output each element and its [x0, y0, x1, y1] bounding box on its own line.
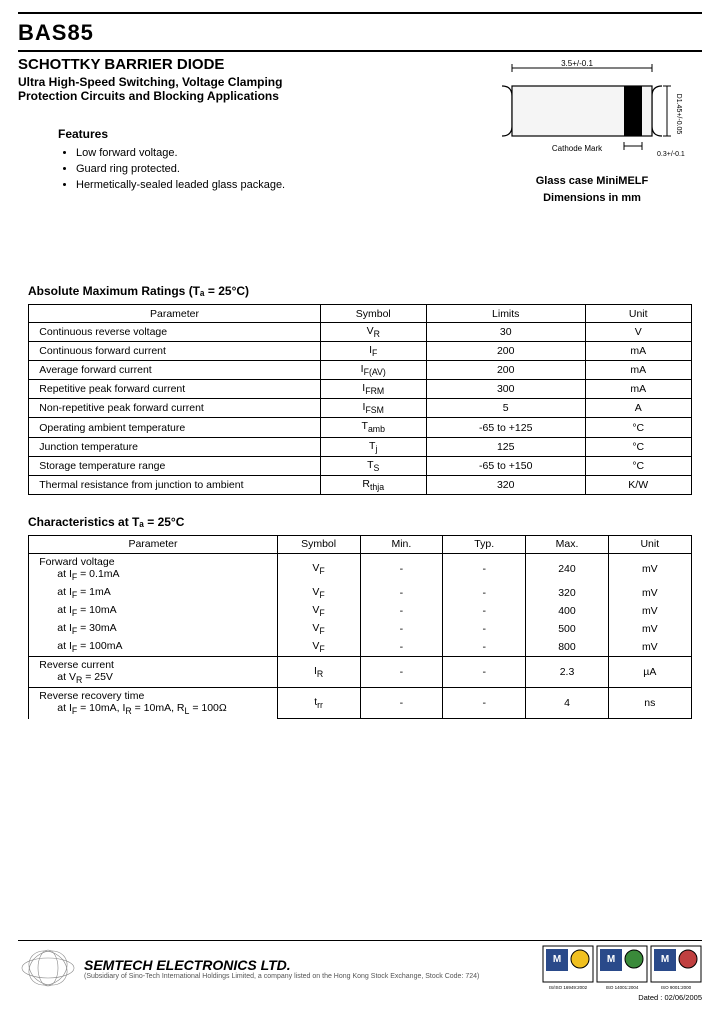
svg-text:IS/ISO 16949:2002: IS/ISO 16949:2002: [549, 985, 588, 990]
table-row: at IF = 1mAVF--320mV: [29, 584, 691, 602]
company-subsidiary: (Subsidiary of Sino-Tech International H…: [84, 973, 536, 980]
char-table: Parameter Symbol Min. Typ. Max. Unit For…: [28, 535, 691, 719]
dim-height: D1.45+/-0.05: [675, 94, 682, 135]
table-row: Thermal resistance from junction to ambi…: [29, 475, 691, 494]
abs-max-title: Absolute Maximum Ratings (Tₐ = 25°C): [28, 284, 702, 298]
table-row: Continuous forward currentIF200mA: [29, 342, 691, 361]
dim-width: 3.5+/-0.1: [561, 59, 593, 68]
company-logo-icon: [18, 948, 78, 988]
abs-max-table: Parameter Symbol Limits Unit Continuous …: [28, 304, 691, 495]
company-name: SEMTECH ELECTRONICS LTD.: [84, 957, 536, 973]
ch-h4: Max.: [526, 535, 609, 553]
abs-h1: Symbol: [320, 305, 426, 323]
table-row: Average forward currentIF(AV)200mA: [29, 361, 691, 380]
title-main: SCHOTTKY BARRIER DIODE: [18, 56, 482, 73]
table-row: Continuous reverse voltageVR30V: [29, 323, 691, 342]
svg-text:ISO 9001:2000: ISO 9001:2000: [661, 985, 692, 990]
title-sub2: Protection Circuits and Blocking Applica…: [18, 89, 482, 103]
ch-h5: Unit: [608, 535, 691, 553]
char-title: Characteristics at Tₐ = 25°C: [28, 515, 702, 529]
pkg-caption2: Dimensions in mm: [482, 190, 702, 207]
svg-text:ISO 14001:2004: ISO 14001:2004: [606, 985, 639, 990]
table-row: Reverse recovery timeat IF = 10mA, IR = …: [29, 688, 691, 719]
table-row: at IF = 30mAVF--500mV: [29, 620, 691, 638]
svg-text:M: M: [661, 954, 669, 965]
feature-item: Guard ring protected.: [76, 163, 482, 175]
table-row: Forward voltageat IF = 0.1mAVF--240mV: [29, 553, 691, 584]
svg-text:M: M: [607, 954, 615, 965]
abs-h3: Unit: [585, 305, 691, 323]
header-rule: [18, 50, 702, 52]
table-row: Operating ambient temperatureTamb-65 to …: [29, 418, 691, 437]
table-row: at IF = 100mAVF--800mV: [29, 638, 691, 657]
abs-h2: Limits: [426, 305, 585, 323]
features-list: Low forward voltage. Guard ring protecte…: [76, 147, 482, 191]
pkg-caption1: Glass case MiniMELF: [482, 173, 702, 190]
package-diagram: 3.5+/-0.1 D1.45+/-0.05 0.3+/-0.1 Cathode…: [482, 56, 702, 206]
ch-h0: Parameter: [29, 535, 277, 553]
footer: SEMTECH ELECTRONICS LTD. (Subsidiary of …: [18, 940, 702, 1002]
cathode-label: Cathode Mark: [552, 144, 603, 153]
title-sub1: Ultra High-Speed Switching, Voltage Clam…: [18, 75, 482, 89]
certification-badges: M IS/ISO 16949:2002 M ISO 14001:2004 M ISO …: [542, 945, 702, 991]
dim-band: 0.3+/-0.1: [657, 151, 685, 158]
abs-h0: Parameter: [29, 305, 320, 323]
feature-item: Low forward voltage.: [76, 147, 482, 159]
table-row: Repetitive peak forward currentIFRM300mA: [29, 380, 691, 399]
ch-h1: Symbol: [277, 535, 360, 553]
table-row: Storage temperature rangeTS-65 to +150°C: [29, 456, 691, 475]
table-row: Junction temperatureTj125°C: [29, 437, 691, 456]
ch-h2: Min.: [360, 535, 443, 553]
table-row: Non-repetitive peak forward currentIFSM5…: [29, 399, 691, 418]
table-row: Reverse currentat VR = 25VIR--2.3µA: [29, 657, 691, 688]
table-row: at IF = 10mAVF--400mV: [29, 602, 691, 620]
features-heading: Features: [58, 127, 482, 141]
svg-text:M: M: [553, 954, 561, 965]
feature-item: Hermetically-sealed leaded glass package…: [76, 179, 482, 191]
ch-h3: Typ.: [443, 535, 526, 553]
part-number: BAS85: [18, 20, 702, 46]
dated: Dated : 02/06/2005: [18, 993, 702, 1002]
